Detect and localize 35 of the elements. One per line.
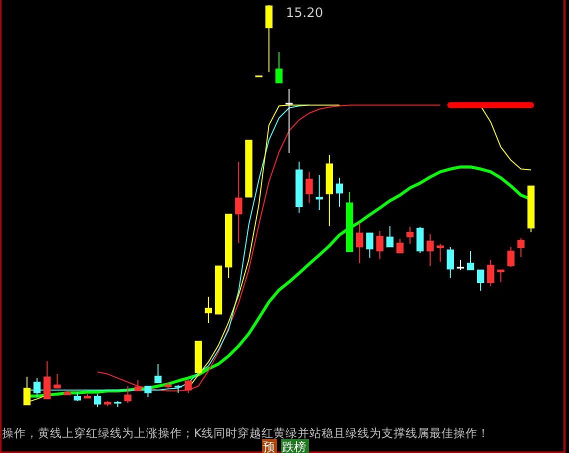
text: 跌榜 — [282, 440, 306, 453]
candlestick — [356, 222, 364, 264]
candlestick — [44, 360, 51, 400]
candlestick — [316, 174, 323, 211]
candlestick — [426, 234, 434, 266]
candlestick — [265, 4, 272, 73]
candlestick — [466, 250, 474, 270]
candlestick — [34, 378, 41, 398]
candlestick — [275, 52, 283, 84]
candlestick — [154, 363, 162, 384]
candlestick — [396, 238, 404, 254]
candlestick — [144, 386, 152, 398]
candlestick — [487, 259, 494, 286]
candlestick — [497, 269, 504, 282]
candlestick — [416, 226, 424, 254]
candlestick — [507, 246, 514, 268]
candlestick — [54, 374, 61, 389]
candlestick — [376, 230, 384, 260]
candlestick — [306, 171, 313, 204]
candlestick — [446, 246, 454, 278]
candlestick — [204, 296, 212, 324]
annotation: 15.20 — [286, 6, 324, 21]
candlestick — [366, 232, 374, 258]
candlestick — [235, 161, 242, 244]
candlestick — [386, 226, 394, 248]
candlestick — [336, 177, 344, 208]
candlestick — [94, 394, 102, 408]
text: 操作，黄线上穿红绿线为上涨操作；K线同时穿越红黄绿并站稳且绿线为支撑线属最佳操作！ — [2, 426, 490, 440]
candlestick — [124, 386, 132, 404]
candlestick — [134, 380, 142, 392]
candlestick — [517, 238, 524, 258]
candlestick — [184, 380, 192, 394]
candlestick — [406, 226, 414, 244]
candlestick — [477, 269, 484, 292]
candlestick — [436, 243, 444, 262]
